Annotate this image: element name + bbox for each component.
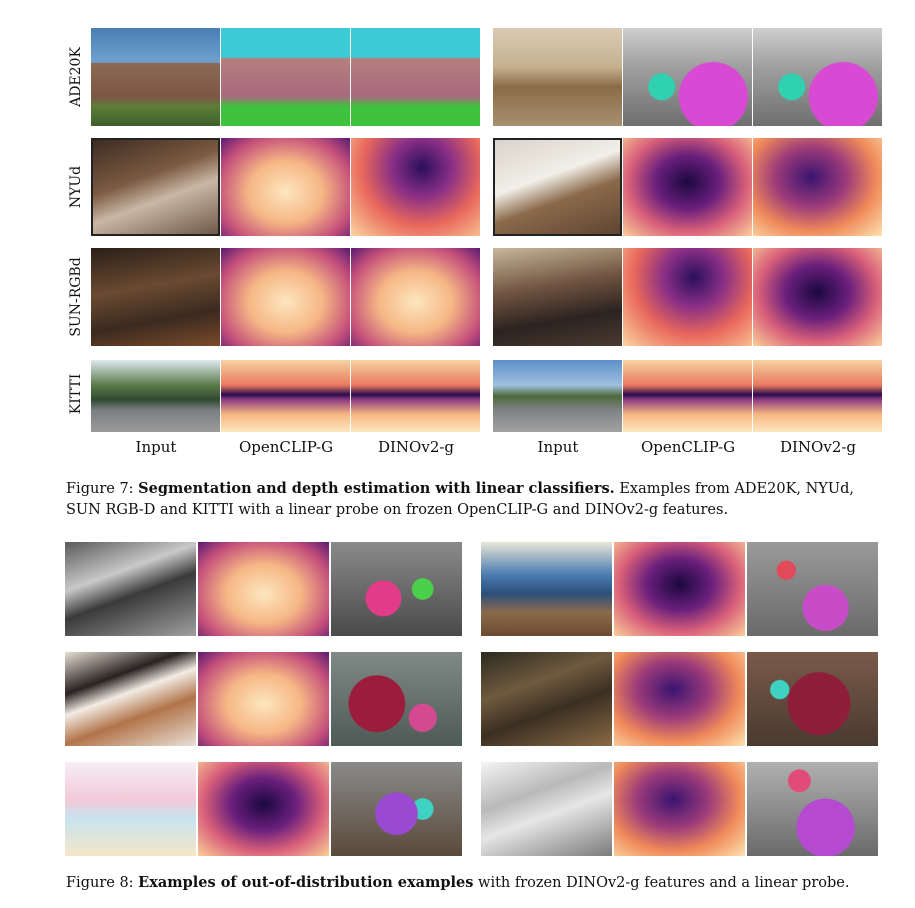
nyud-openclip-dining-depth-image <box>623 138 752 236</box>
row-label-ade20k: ADE20K <box>68 47 84 107</box>
nyud-dinov2-depth-image <box>351 138 480 236</box>
kitti-input-street-image <box>91 360 220 432</box>
sunrgbd-openclip-depth-image <box>221 248 350 346</box>
col-label-input-right: Input <box>537 438 579 456</box>
col-label-openclip-right: OpenCLIP-G <box>640 438 736 456</box>
col-label-openclip-left: OpenCLIP-G <box>238 438 334 456</box>
row-label-nyud: NYUd <box>68 165 84 209</box>
ood-engraving-depth-image <box>198 542 329 636</box>
ood-input-engraving-image <box>65 542 196 636</box>
ood-input-bedroom-sketch-image <box>481 762 612 856</box>
sunrgbd-dinov2-depth-image <box>351 248 480 346</box>
kitti-dinov2-depth-image <box>351 360 480 432</box>
ood-dogs-segmentation-image <box>331 652 462 746</box>
sunrgbd-dinov2-room-depth-image <box>753 248 882 346</box>
figure-8-caption: Figure 8: Examples of out-of-distributio… <box>66 874 850 891</box>
ood-input-blue-room-painting-image <box>481 542 612 636</box>
ood-bedroom-sketch-segmentation-image <box>747 762 878 856</box>
nyud-input-dining-room-image <box>493 138 622 236</box>
nyud-input-living-room-image <box>91 138 220 236</box>
kitti-openclip-depth-image <box>221 360 350 432</box>
col-label-input-left: Input <box>135 438 177 456</box>
ood-blue-room-depth-image <box>614 542 745 636</box>
ood-input-watercolor-room-image <box>65 762 196 856</box>
ade20k-input-house-image <box>91 28 220 126</box>
col-label-dinov2-right: DINOv2-g <box>779 438 857 456</box>
ade20k-openclip-bedroom-segmentation-image <box>623 28 752 126</box>
ood-tavern-depth-image <box>614 652 745 746</box>
row-label-kitti: KITTI <box>68 373 84 415</box>
ood-bedroom-sketch-depth-image <box>614 762 745 856</box>
col-label-dinov2-left: DINOv2-g <box>377 438 455 456</box>
kitti-openclip-road-depth-image <box>623 360 752 432</box>
ade20k-openclip-segmentation-image <box>221 28 350 126</box>
ade20k-input-bedroom-image <box>493 28 622 126</box>
sunrgbd-input-room-image <box>493 248 622 346</box>
ood-blue-room-segmentation-image <box>747 542 878 636</box>
sunrgbd-openclip-room-depth-image <box>623 248 752 346</box>
nyud-dinov2-dining-depth-image <box>753 138 882 236</box>
ood-tavern-segmentation-image <box>747 652 878 746</box>
ade20k-dinov2-segmentation-image <box>351 28 480 126</box>
ade20k-dinov2-bedroom-segmentation-image <box>753 28 882 126</box>
ood-dogs-depth-image <box>198 652 329 746</box>
ood-engraving-segmentation-image <box>331 542 462 636</box>
ood-input-tavern-painting-image <box>481 652 612 746</box>
sunrgbd-input-desk-image <box>91 248 220 346</box>
kitti-dinov2-road-depth-image <box>753 360 882 432</box>
figure-7-caption: Figure 7: Segmentation and depth estimat… <box>66 480 854 518</box>
row-label-sun-rgbd: SUN-RGBd <box>68 257 84 337</box>
ood-watercolor-depth-image <box>198 762 329 856</box>
ood-watercolor-segmentation-image <box>331 762 462 856</box>
ood-input-dogs-image <box>65 652 196 746</box>
kitti-input-road-image <box>493 360 622 432</box>
nyud-openclip-depth-image <box>221 138 350 236</box>
